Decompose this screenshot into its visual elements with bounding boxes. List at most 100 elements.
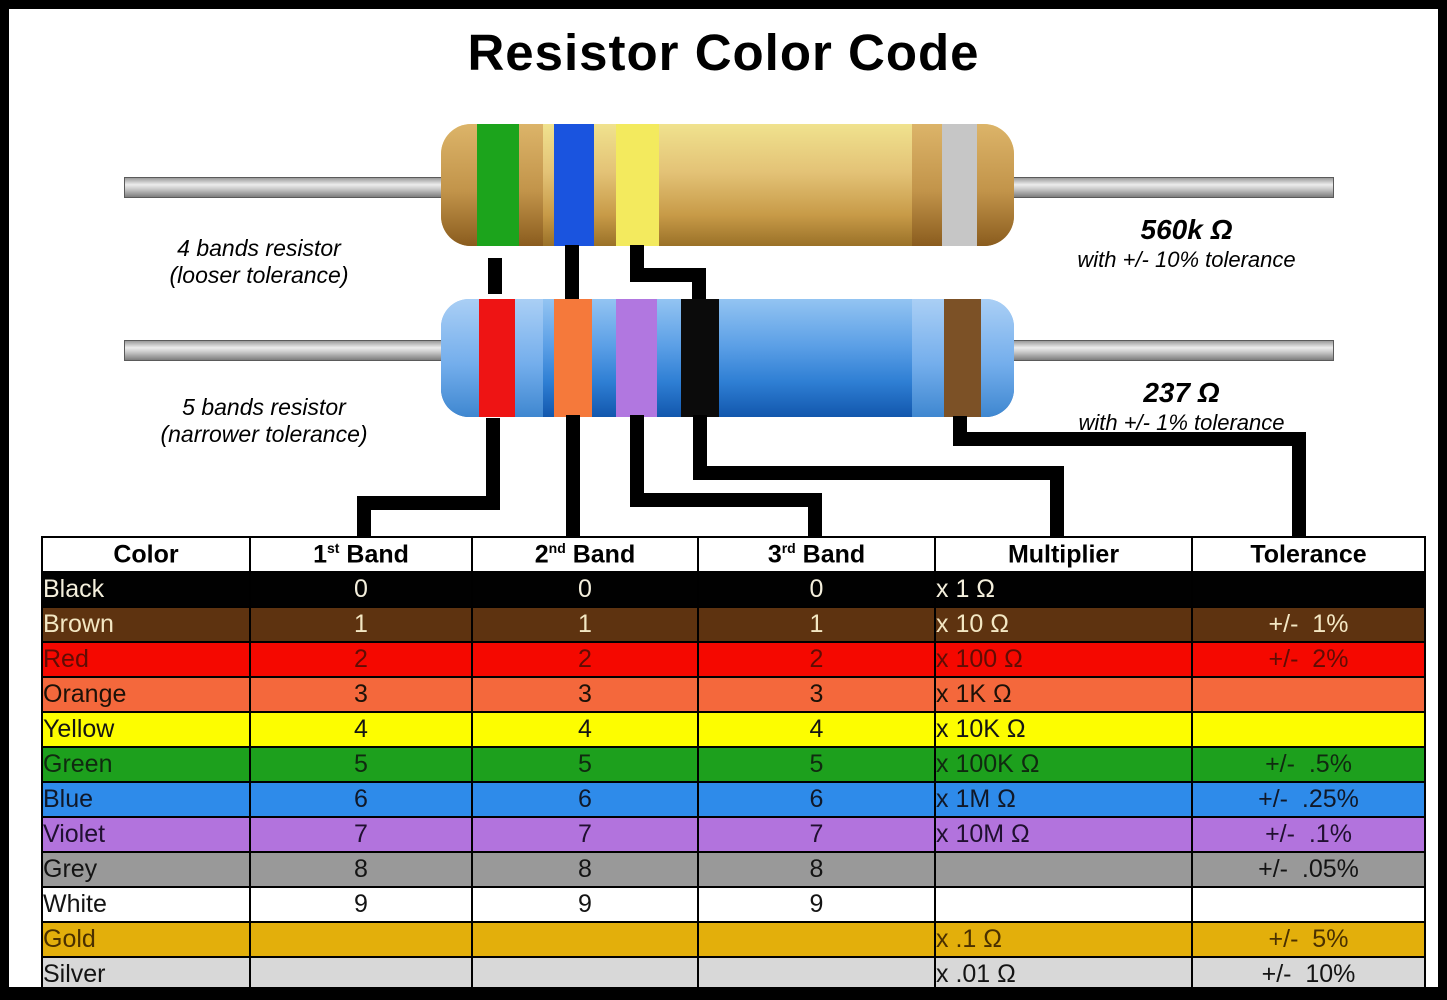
table-row-black: Black 0 0 0 x 1 Ω [41,571,1426,608]
row-tolerance [1191,886,1426,923]
band-yellow [616,124,659,246]
row-1st-band: 9 [249,886,473,923]
page-title: Resistor Color Code [467,24,980,81]
row-multiplier: x 1 Ω [934,571,1193,608]
resistor4-caption-line1: 4 bands resistor [177,235,341,261]
row-2nd-band: 1 [471,606,699,643]
header-multiplier: Multiplier [934,536,1193,573]
row-color-name: Violet [41,816,251,853]
row-tolerance [1191,711,1426,748]
row-color-name: Yellow [41,711,251,748]
table-row-orange: Orange 3 3 3 x 1K Ω [41,676,1426,713]
resistor4-body [441,124,1014,246]
row-multiplier: x .1 Ω [934,921,1193,958]
row-2nd-band: 5 [471,746,699,783]
table-row-yellow: Yellow 4 4 4 x 10K Ω [41,711,1426,748]
band-orange [554,299,592,417]
row-3rd-band [697,956,936,987]
resistor5-value: 237 Ω [1143,377,1220,408]
header-color: Color [41,536,251,573]
connector-red-band-2 [357,496,500,510]
row-3rd-band: 4 [697,711,936,748]
connector-red-band-3 [357,496,371,536]
row-3rd-band: 6 [697,781,936,818]
table-row-green: Green 5 5 5 x 100K Ω +/- .5% [41,746,1426,783]
band-silver [942,124,977,246]
connector-violet-band-3 [808,493,822,536]
connector-blue-band [565,245,579,305]
connector-red-band-1 [486,418,500,510]
table-row-silver: Silver x .01 Ω +/- 10% [41,956,1426,987]
row-multiplier: x 100 Ω [934,641,1193,678]
connector-black-band-2 [693,466,1064,480]
resistor4-caption: 4 bands resistor (looser tolerance) [144,235,374,289]
row-2nd-band: 2 [471,641,699,678]
row-multiplier: x 1M Ω [934,781,1193,818]
row-1st-band: 1 [249,606,473,643]
row-tolerance: +/- .1% [1191,816,1426,853]
row-3rd-band: 0 [697,571,936,608]
table-header-row: Color 1st Band 2nd Band 3rd Band Multipl… [41,536,1426,573]
row-1st-band: 5 [249,746,473,783]
header-3rd-band: 3rd Band [697,536,936,573]
row-3rd-band: 3 [697,676,936,713]
row-1st-band: 6 [249,781,473,818]
table-row-blue: Blue 6 6 6 x 1M Ω +/- .25% [41,781,1426,818]
row-2nd-band: 4 [471,711,699,748]
resistor4-left-lead [124,177,442,198]
table-row-gold: Gold x .1 Ω +/- 5% [41,921,1426,958]
resistor5-value-label: 237 Ω with +/- 1% tolerance [1039,377,1324,436]
band-black [681,299,719,417]
resistor4-right-lead [1012,177,1334,198]
row-color-name: Black [41,571,251,608]
table-row-violet: Violet 7 7 7 x 10M Ω +/- .1% [41,816,1426,853]
resistor5-left-lead [124,340,442,361]
color-code-table: Color 1st Band 2nd Band 3rd Band Multipl… [41,536,1426,987]
row-color-name: Silver [41,956,251,987]
row-1st-band: 0 [249,571,473,608]
row-tolerance: +/- 1% [1191,606,1426,643]
resistor4-tolerance-note: with +/- 10% tolerance [1077,247,1296,272]
resistor4-caption-line2: (looser tolerance) [169,262,349,289]
row-color-name: Red [41,641,251,678]
row-multiplier: x .01 Ω [934,956,1193,987]
resistor4-value-label: 560k Ω with +/- 10% tolerance [1044,214,1329,273]
resistor5-caption-line1: 5 bands resistor [182,394,346,420]
row-2nd-band: 6 [471,781,699,818]
resistor5-tolerance-note: with +/- 1% tolerance [1078,410,1285,435]
row-1st-band: 4 [249,711,473,748]
row-1st-band: 8 [249,851,473,888]
connector-yellow-band-2 [630,268,706,282]
connector-brown-band-2 [953,432,1306,446]
connector-black-band-1 [693,415,707,480]
row-tolerance: +/- 2% [1191,641,1426,678]
row-tolerance: +/- .05% [1191,851,1426,888]
row-2nd-band: 3 [471,676,699,713]
band-red [479,299,515,417]
header-tolerance: Tolerance [1191,536,1426,573]
header-2nd-band: 2nd Band [471,536,699,573]
table-row-white: White 9 9 9 [41,886,1426,923]
row-2nd-band: 9 [471,886,699,923]
row-1st-band: 3 [249,676,473,713]
connector-violet-band-1 [630,415,644,507]
row-multiplier: x 100K Ω [934,746,1193,783]
connector-orange-band [566,415,580,536]
row-1st-band: 2 [249,641,473,678]
header-1st-band: 1st Band [249,536,473,573]
row-tolerance [1191,571,1426,608]
connector-violet-band-2 [630,493,822,507]
row-2nd-band: 8 [471,851,699,888]
connector-green-band [488,258,502,294]
row-3rd-band [697,921,936,958]
row-tolerance: +/- 10% [1191,956,1426,987]
resistor5-body [441,299,1014,417]
row-color-name: Blue [41,781,251,818]
row-3rd-band: 7 [697,816,936,853]
connector-brown-band-3 [1292,432,1306,536]
row-multiplier: x 10M Ω [934,816,1193,853]
band-brown [944,299,981,417]
row-2nd-band: 0 [471,571,699,608]
row-multiplier: x 10K Ω [934,711,1193,748]
band-violet [616,299,657,417]
